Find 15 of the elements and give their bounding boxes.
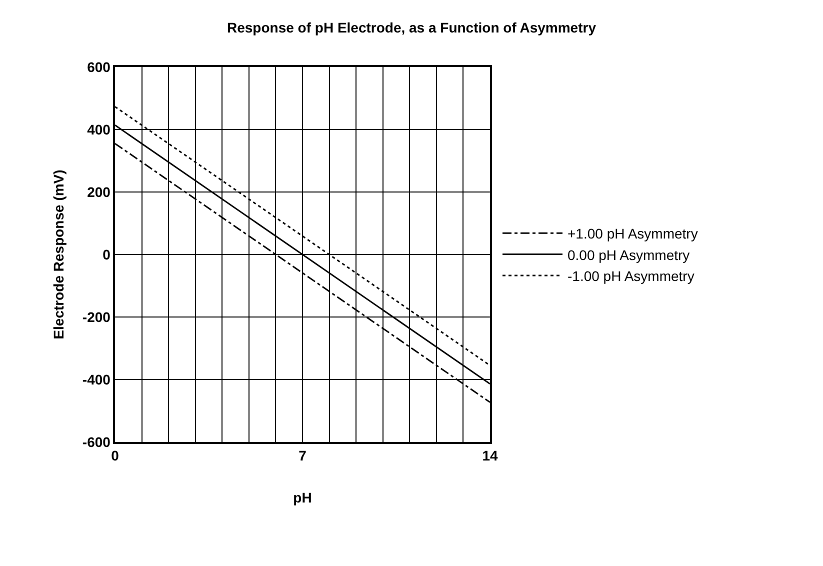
- y-tick-label: 0: [102, 246, 111, 262]
- y-tick-label: 600: [87, 58, 111, 75]
- legend-label: -1.00 pH Asymmetry: [568, 268, 694, 284]
- y-axis-title: Electrode Response (mV): [50, 170, 67, 340]
- y-tick-label: 400: [87, 121, 111, 138]
- y-tick-label: -400: [82, 371, 111, 388]
- x-axis-title: pH: [293, 489, 312, 506]
- x-tick-label: 14: [482, 448, 498, 464]
- legend-label: +1.00 pH Asymmetry: [568, 226, 698, 242]
- y-tick-label: -600: [82, 434, 111, 450]
- legend-label: 0.00 pH Asymmetry: [568, 246, 690, 263]
- x-tick-label: 7: [298, 448, 307, 464]
- y-tick-label: -200: [82, 308, 111, 325]
- chart-title: Response of pH Electrode, as a Function of Asymmetry: [226, 19, 596, 36]
- y-tick-label: 200: [87, 184, 111, 200]
